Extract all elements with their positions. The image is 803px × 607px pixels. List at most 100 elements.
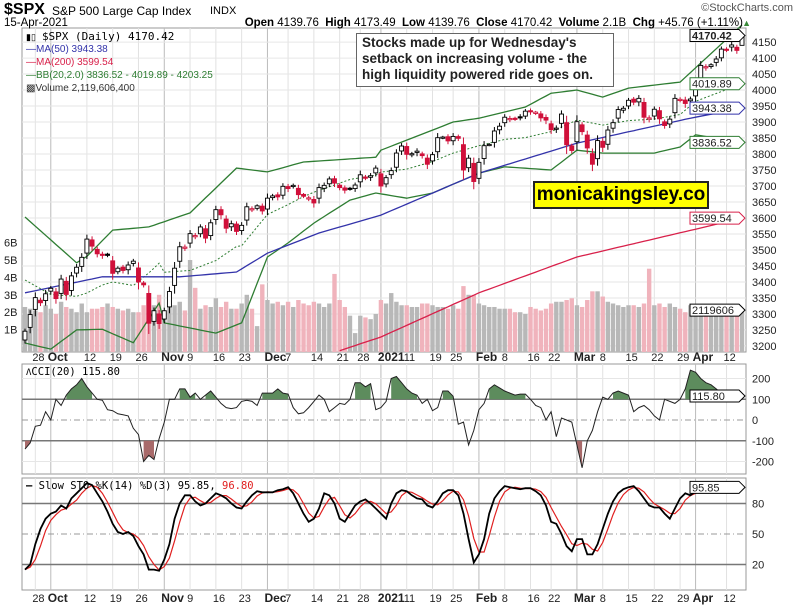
panel-frame: [21, 363, 747, 475]
x-tick-label: 15: [626, 593, 638, 605]
candle-body: [497, 125, 503, 131]
volume-bar: [275, 301, 280, 352]
sto-d-line: [24, 484, 743, 571]
candle-body: [548, 123, 554, 131]
volume-bar: [254, 326, 260, 352]
volume-bar: [724, 312, 729, 352]
tag-shape: [689, 77, 746, 91]
cci-tick-label: 200: [752, 374, 770, 386]
candle-body: [605, 129, 611, 145]
candle-body: [718, 48, 724, 59]
x-tick-label: 8: [502, 352, 508, 364]
volume-bar: [368, 319, 373, 352]
volume-bar: [672, 306, 678, 352]
volume-bar: [677, 308, 683, 352]
volume-bar: [352, 333, 358, 352]
volume-bar: [430, 305, 435, 352]
tag-sto: 95.85: [689, 480, 746, 494]
legend-ma50: —MA(50) 3943.38: [26, 44, 108, 55]
tag-label: 2119606: [692, 305, 734, 317]
x-tick-label: 9: [187, 593, 193, 605]
cci-tick-label: -200: [752, 457, 774, 469]
volume-bar: [327, 303, 332, 352]
volume-bar: [321, 306, 327, 352]
volume-bar: [311, 301, 317, 352]
volume-bar: [739, 310, 745, 352]
tag-label: 3943.38: [692, 103, 732, 115]
x-tick-label: 14: [311, 352, 323, 364]
cci-legend: ΛCCI(20) 115.80: [26, 366, 120, 378]
candle-body: [538, 113, 544, 119]
x-tick-label: 26: [135, 352, 147, 364]
candle-body: [223, 218, 229, 229]
price-tick-label: 3350: [752, 293, 776, 305]
candle-body: [115, 267, 121, 273]
x-tick-label: Nov: [161, 591, 184, 605]
candle-body: [698, 64, 704, 80]
volume-bar: [229, 308, 234, 352]
volume-bar: [136, 312, 141, 352]
candle-body: [218, 209, 224, 216]
volume-bar: [528, 306, 533, 352]
candle-body: [455, 136, 461, 139]
tag-ma50: 3943.38: [689, 101, 746, 115]
volume-bar: [48, 308, 53, 352]
volume-bar: [616, 305, 621, 352]
volume-tick-label: 2B: [4, 307, 17, 319]
candle-body: [63, 280, 69, 295]
volume-bar: [378, 300, 384, 352]
volume-bar: [363, 317, 368, 352]
x-tick-label: 22: [548, 593, 560, 605]
volume-bar: [285, 301, 291, 352]
candle-body: [161, 310, 167, 320]
x-tick-label: 16: [213, 593, 225, 605]
candle-body: [321, 184, 327, 189]
x-tick-label: 19: [110, 593, 122, 605]
volume-bar: [141, 305, 146, 352]
candle-body: [68, 275, 74, 291]
volume-bar: [574, 305, 580, 352]
candle-body: [409, 153, 415, 156]
tag-shape: [689, 101, 746, 115]
x-tick-label: 15: [626, 352, 638, 364]
candle-body: [347, 187, 353, 190]
volume-bar: [652, 305, 657, 352]
candle-body: [584, 134, 590, 149]
volume-bar: [445, 308, 451, 352]
candle-body: [729, 44, 735, 48]
volume-bars-icon: ▩: [26, 83, 36, 94]
x-tick-label: 12: [724, 352, 736, 364]
sto-tick-label: 80: [752, 498, 764, 510]
x-tick-label: 2021: [378, 591, 405, 605]
volume-bar: [409, 306, 415, 352]
candle-body: [636, 97, 642, 103]
volume-bar: [512, 312, 518, 352]
candle-body: [569, 145, 575, 151]
tag-label: 3599.54: [692, 213, 732, 225]
x-tick-label: 28: [357, 593, 369, 605]
price-tick-label: 3850: [752, 133, 776, 145]
tag-shape: [689, 29, 746, 43]
x-tick-label: 23: [239, 593, 251, 605]
volume-bar: [177, 301, 182, 352]
volume-bar: [636, 306, 642, 352]
candle-body: [724, 48, 729, 51]
candle-body: [306, 197, 312, 200]
candle-body: [440, 136, 446, 139]
candle-body: [48, 287, 54, 292]
cci-line: [24, 369, 737, 468]
x-tick-label: Mar: [574, 350, 596, 364]
candle-body: [301, 193, 306, 197]
x-tick-label: 16: [528, 352, 540, 364]
volume-bar: [208, 306, 213, 352]
volume-bar: [260, 284, 265, 352]
candle-body: [399, 145, 405, 152]
candle-body: [357, 174, 363, 183]
volume-bar: [564, 300, 569, 352]
volume-bar: [33, 310, 38, 352]
volume-bar: [187, 260, 193, 352]
candle-body: [461, 144, 466, 171]
brand-link[interactable]: ©StockCharts.com: [701, 2, 793, 14]
price-tick-label: 4150: [752, 37, 776, 49]
volume-bar: [301, 303, 306, 352]
